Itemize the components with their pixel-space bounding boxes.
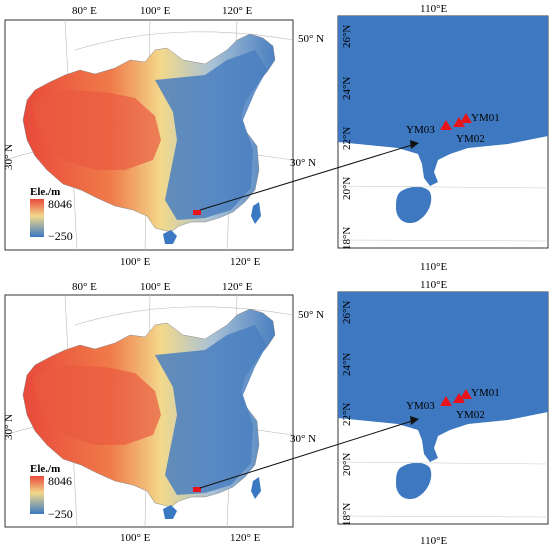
site-label-ym02: YM02: [456, 409, 485, 421]
colorbar-ramp: [30, 199, 44, 237]
lat-22n: 22°N: [341, 127, 353, 150]
site-marker-ym02: [453, 117, 465, 127]
zoom-top-tick-b: 110°E: [420, 279, 447, 291]
right-tick-30n: 30° N: [290, 157, 316, 169]
bottom-colorbar: Ele./m 8046 −250: [30, 463, 73, 521]
right-tick-30n-b: 30° N: [290, 433, 316, 445]
lat-26n: 26°N: [341, 25, 353, 48]
right-tick-50n: 50° N: [298, 33, 324, 45]
zoom-graticule: [337, 461, 549, 518]
top-tick-100e-b: 100° E: [140, 281, 171, 293]
top-tick-120e-b: 120° E: [222, 281, 253, 293]
lat-20n-b: 20°N: [341, 453, 353, 476]
study-area-marker: [193, 210, 201, 215]
site-label-ym01: YM01: [471, 112, 500, 124]
colorbar-max: 8046: [48, 474, 72, 488]
zoom-bottom-tick-b: 110°E: [420, 535, 447, 547]
colorbar-title: Ele./m: [30, 186, 60, 198]
top-arrow-head: [410, 140, 419, 149]
top-tick-80e-b: 80° E: [72, 281, 97, 293]
lat-20n: 20°N: [341, 177, 353, 200]
study-area-marker: [193, 487, 201, 492]
left-tick-30n-b: 30° N: [3, 414, 15, 440]
site-label-ym02: YM02: [456, 133, 485, 145]
right-tick-50n-b: 50° N: [298, 309, 324, 321]
zoom-graticule: [337, 185, 549, 242]
site-marker-ym01: [460, 113, 472, 123]
bottom-china-map: [4, 294, 294, 528]
site-marker-ym01: [460, 389, 472, 399]
top-tick-120e: 120° E: [222, 5, 253, 17]
bottom-tick-120e-b: 120° E: [230, 532, 261, 544]
top-site-markers: YM01 YM02 YM03: [406, 112, 500, 145]
bottom-zoom-map: [337, 291, 549, 525]
site-label-ym03: YM03: [406, 124, 435, 136]
top-arrow-line: [199, 144, 413, 211]
colorbar-ramp: [30, 476, 44, 514]
lat-18n-b: 18°N: [341, 503, 353, 526]
lat-24n: 24°N: [341, 77, 353, 100]
bottom-tick-100e: 100° E: [120, 256, 151, 268]
zoom-top-tick: 110°E: [420, 3, 447, 15]
zoom-lat-ticks-b: 26°N 24°N 22°N 20°N 18°N: [341, 301, 353, 526]
site-label-ym03: YM03: [406, 400, 435, 412]
site-marker-ym02: [453, 393, 465, 403]
colorbar-max: 8046: [48, 197, 72, 211]
colorbar-min: −250: [48, 507, 73, 521]
lat-24n-b: 24°N: [341, 353, 353, 376]
site-marker-ym03: [440, 396, 452, 406]
site-label-ym01: YM01: [471, 387, 500, 399]
left-tick-30n: 30° N: [3, 144, 15, 170]
bottom-arrow-head: [410, 416, 419, 425]
lat-26n-b: 26°N: [341, 301, 353, 324]
top-china-map: [4, 19, 294, 251]
top-colorbar: Ele./m 8046 −250: [30, 186, 73, 243]
top-tick-80e: 80° E: [72, 5, 97, 17]
bottom-tick-100e-b: 100° E: [120, 532, 151, 544]
bottom-arrow-line: [199, 420, 413, 489]
bottom-tick-120e: 120° E: [230, 256, 261, 268]
lat-18n: 18°N: [341, 227, 353, 250]
top-tick-100e: 100° E: [140, 5, 171, 17]
colorbar-title: Ele./m: [30, 463, 60, 475]
colorbar-min: −250: [48, 229, 73, 243]
lat-22n-b: 22°N: [341, 403, 353, 426]
top-zoom-map: [337, 15, 549, 249]
bottom-site-markers: YM01 YM02 YM03: [406, 387, 500, 421]
zoom-bottom-tick: 110°E: [420, 261, 447, 273]
zoom-lat-ticks: 26°N 24°N 22°N 20°N 18°N: [341, 25, 353, 250]
site-marker-ym03: [440, 120, 452, 130]
